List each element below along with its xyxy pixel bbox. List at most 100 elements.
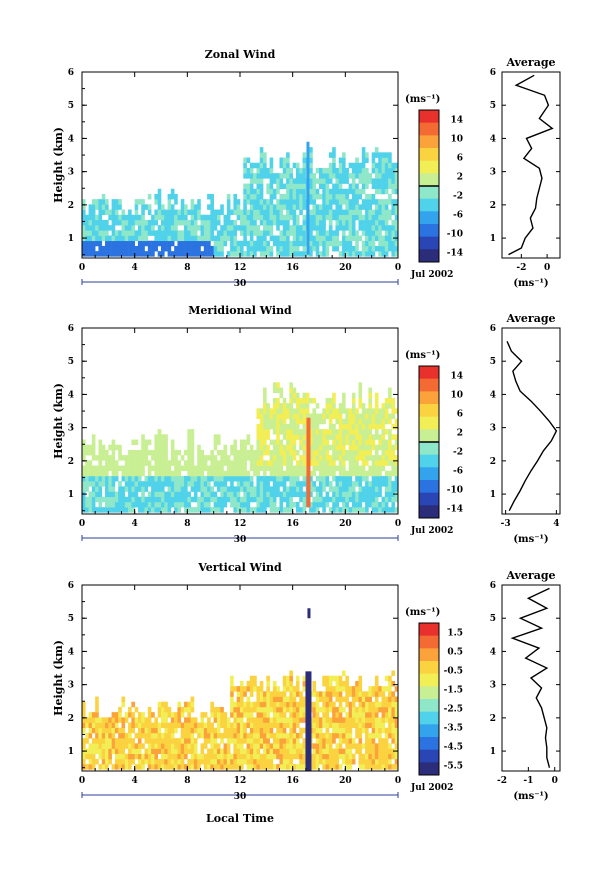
heatmap-cell	[246, 764, 251, 770]
heatmap-cell	[174, 507, 178, 513]
heatmap-cell	[319, 240, 323, 247]
heatmap-cell	[325, 199, 330, 205]
heatmap-cell	[315, 753, 320, 760]
heatmap-cell	[253, 738, 257, 744]
heatmap-cell	[85, 245, 89, 252]
heatmap-cell	[289, 178, 293, 184]
heatmap-cell	[358, 178, 363, 184]
heatmap-cell	[91, 727, 96, 734]
heatmap-cell	[282, 722, 287, 729]
heatmap-cell	[243, 465, 247, 472]
heatmap-cell	[141, 199, 145, 205]
heatmap-cell	[289, 413, 293, 420]
heatmap-cell	[259, 753, 264, 760]
y-axis-label: Height (km)	[52, 127, 65, 203]
heatmap-cell	[220, 706, 224, 713]
heatmap-cell	[388, 397, 392, 404]
heatmap-cell	[355, 209, 359, 216]
heatmap-cell	[193, 507, 198, 513]
heatmap-cell	[269, 758, 274, 765]
heatmap-cell	[355, 214, 359, 221]
heatmap-cell	[381, 209, 386, 216]
heatmap-cell	[131, 439, 135, 446]
heatmap-cell	[351, 397, 356, 404]
heatmap-cell	[263, 758, 267, 765]
heatmap-cell	[121, 507, 126, 513]
heatmap-cell	[272, 235, 277, 242]
heatmap-cell	[108, 460, 112, 466]
heatmap-cell	[269, 465, 274, 472]
heatmap-cell	[98, 219, 103, 226]
heatmap-cell	[279, 413, 284, 420]
heatmap-cell	[299, 696, 303, 703]
heatmap-cell	[312, 235, 317, 242]
heatmap-cell	[246, 183, 251, 190]
heatmap-cell	[345, 439, 349, 446]
heatmap-cell	[91, 507, 96, 513]
heatmap-cell	[338, 167, 343, 174]
heatmap-cell	[295, 204, 300, 210]
heatmap-cell	[256, 491, 261, 498]
heatmap-cell	[282, 397, 287, 404]
heatmap-cell	[312, 429, 317, 435]
heatmap-cell	[374, 691, 379, 697]
heatmap-cell	[335, 743, 340, 749]
heatmap-cell	[365, 507, 369, 513]
heatmap-cell	[348, 219, 353, 226]
heatmap-cell	[319, 743, 323, 749]
heatmap-cell	[394, 204, 399, 210]
heatmap-cell	[193, 240, 198, 247]
heatmap-cell	[184, 235, 188, 242]
heatmap-cell	[249, 675, 254, 682]
heatmap-cell	[121, 225, 126, 231]
heatmap-cell	[315, 712, 320, 718]
heatmap-cell	[213, 444, 218, 451]
heatmap-cell	[88, 507, 93, 513]
heatmap-cell	[128, 738, 132, 744]
heatmap-cell	[292, 764, 297, 770]
heatmap-cell	[220, 758, 224, 765]
day-label: 30	[234, 792, 247, 802]
heatmap-cell	[391, 413, 396, 420]
heatmap-cell	[371, 225, 376, 231]
heatmap-cell	[286, 444, 290, 451]
heatmap-cell	[240, 470, 244, 477]
heatmap-cell	[263, 501, 267, 508]
heatmap-cell	[325, 167, 330, 174]
heatmap-cell	[220, 486, 224, 492]
heatmap-cell	[269, 178, 274, 184]
heatmap-cell	[378, 152, 382, 158]
heatmap-cell	[144, 444, 149, 451]
heatmap-cell	[197, 455, 201, 461]
heatmap-cell	[144, 748, 149, 755]
heatmap-cell	[174, 491, 178, 498]
heatmap-cell	[279, 392, 284, 399]
heatmap-cell	[384, 701, 389, 708]
heatmap-cell	[368, 764, 372, 770]
heatmap-cell	[233, 199, 238, 205]
heatmap-cell	[184, 225, 188, 231]
heatmap-cell	[345, 173, 349, 179]
heatmap-cell	[193, 491, 198, 498]
heatmap-cell	[351, 423, 356, 430]
heatmap-cell	[190, 449, 195, 456]
heatmap-cell	[263, 397, 267, 404]
heatmap-cell	[164, 701, 168, 708]
heatmap-cell	[266, 691, 270, 697]
heatmap-cell	[121, 764, 126, 770]
heatmap-cell	[263, 245, 267, 252]
heatmap-cell	[95, 240, 99, 247]
heatmap-cell	[332, 465, 336, 472]
heatmap-cell	[184, 245, 188, 252]
heatmap-cell	[355, 423, 359, 430]
heatmap-cell	[249, 732, 254, 739]
heatmap-cell	[243, 748, 247, 755]
heatmap-cell	[374, 152, 379, 158]
heatmap-cell	[213, 507, 218, 513]
heatmap-cell	[348, 209, 353, 216]
heatmap-cell	[144, 481, 149, 487]
heatmap-cells	[82, 382, 399, 513]
heatmap-cell	[161, 251, 165, 257]
heatmap-cell	[124, 501, 129, 508]
